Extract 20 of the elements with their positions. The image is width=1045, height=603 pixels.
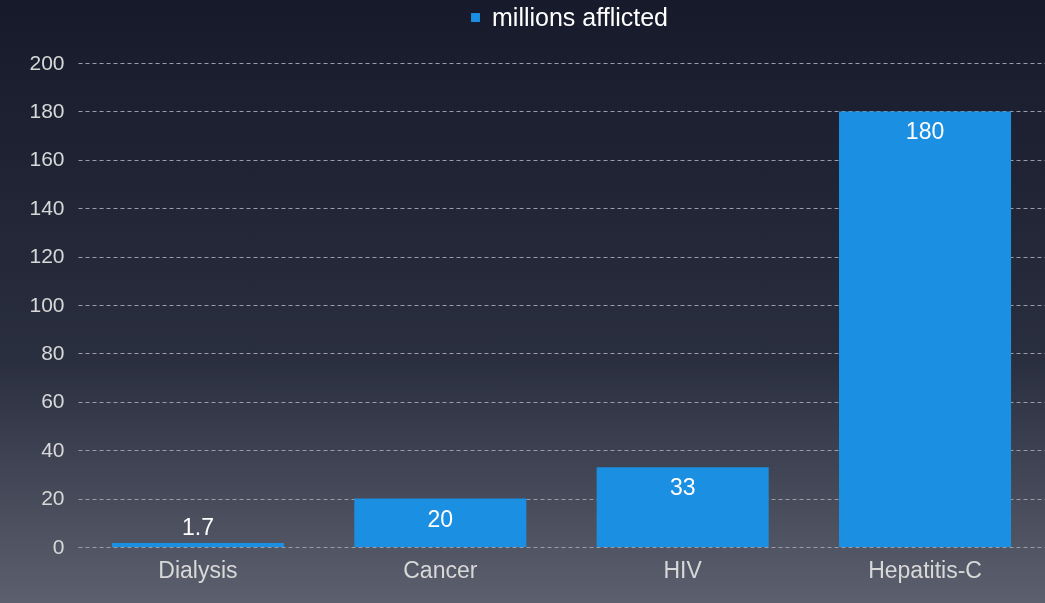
x-tick-label: HIV	[663, 556, 703, 583]
y-tick-label: 200	[29, 50, 65, 74]
data-label: 180	[905, 118, 945, 145]
x-tick-label: Hepatitis-C	[868, 556, 982, 583]
y-tick-label: 20	[41, 486, 65, 510]
data-label: 20	[427, 505, 454, 532]
legend-label: millions afflicted	[492, 2, 669, 31]
y-tick-label: 0	[52, 534, 65, 558]
y-tick-label: 160	[29, 147, 65, 171]
y-tick-label: 60	[41, 389, 65, 413]
y-tick-label: 40	[41, 437, 65, 461]
x-tick-label: Cancer	[403, 556, 478, 583]
y-tick-label: 100	[29, 292, 65, 316]
x-tick-label: Dialysis	[158, 556, 238, 583]
data-label: 33	[669, 474, 696, 501]
y-tick-label: 180	[29, 98, 65, 122]
y-tick-label: 80	[41, 340, 65, 364]
data-label: 1.7	[181, 513, 214, 540]
y-tick-label: 120	[29, 244, 65, 268]
y-tick-label: 140	[29, 195, 65, 219]
